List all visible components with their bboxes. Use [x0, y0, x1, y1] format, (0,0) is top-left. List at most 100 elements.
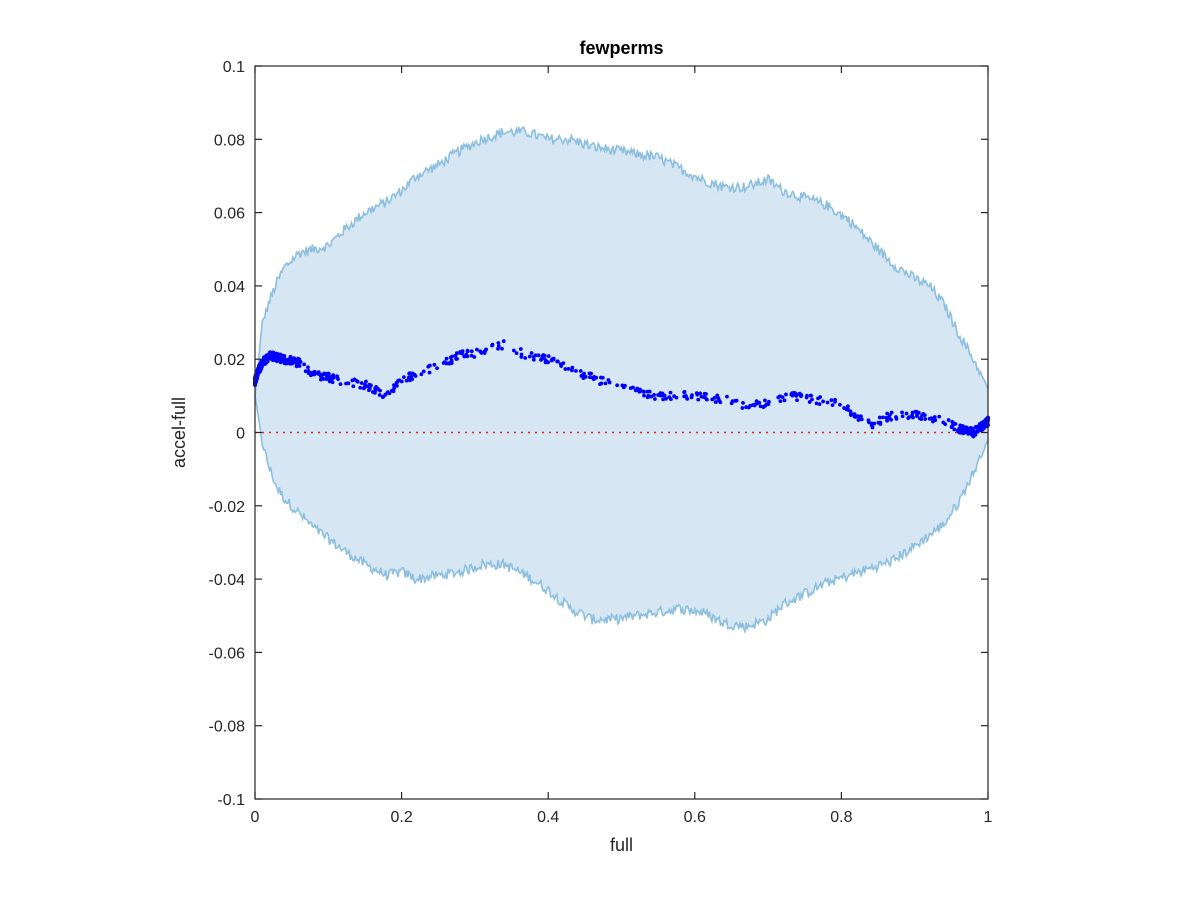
- data-point: [432, 362, 437, 367]
- data-point: [645, 395, 650, 400]
- data-point: [511, 348, 516, 353]
- data-point: [335, 374, 340, 379]
- data-point: [741, 401, 745, 405]
- data-point: [555, 359, 560, 364]
- data-point: [531, 354, 536, 359]
- data-point: [563, 367, 568, 371]
- data-point: [419, 372, 424, 377]
- data-point: [704, 397, 709, 402]
- data-point: [447, 361, 452, 366]
- data-point: [297, 357, 302, 362]
- data-point: [725, 394, 729, 399]
- data-point: [373, 388, 378, 393]
- data-point: [427, 363, 432, 368]
- data-point: [306, 365, 310, 370]
- data-point: [829, 398, 834, 403]
- data-point: [791, 392, 796, 397]
- data-point: [704, 392, 708, 396]
- data-point: [363, 382, 367, 387]
- data-point: [734, 398, 739, 403]
- data-point: [588, 375, 592, 380]
- data-point: [652, 393, 656, 397]
- data-point: [352, 377, 357, 382]
- data-point: [744, 405, 749, 410]
- data-point: [932, 415, 937, 419]
- data-point: [718, 400, 723, 405]
- data-point: [696, 397, 701, 402]
- data-point: [885, 418, 889, 423]
- y-tick-label: 0.08: [214, 132, 245, 149]
- data-point: [838, 402, 842, 407]
- data-point: [672, 394, 676, 398]
- data-point: [413, 374, 418, 378]
- data-point: [574, 368, 578, 373]
- chart-title: fewperms: [579, 38, 663, 58]
- data-point: [799, 394, 803, 399]
- data-point: [923, 417, 928, 421]
- data-point: [620, 383, 625, 388]
- data-point: [539, 357, 544, 362]
- data-point: [280, 359, 285, 364]
- data-point: [809, 393, 813, 398]
- data-point: [730, 399, 735, 404]
- data-point: [303, 369, 308, 374]
- data-point: [490, 342, 495, 347]
- data-point: [395, 384, 399, 388]
- data-point: [327, 379, 332, 384]
- data-point: [953, 422, 958, 426]
- data-point: [273, 355, 278, 360]
- data-point: [329, 375, 334, 380]
- data-point: [442, 360, 447, 365]
- data-point: [566, 366, 571, 371]
- data-point: [409, 374, 414, 379]
- y-axis-label: accel-full: [169, 397, 189, 468]
- data-point: [906, 416, 911, 420]
- data-point: [958, 423, 963, 428]
- data-point: [361, 386, 366, 391]
- data-point: [399, 379, 404, 384]
- data-point: [465, 354, 470, 359]
- data-point: [915, 411, 920, 416]
- data-point: [321, 377, 326, 381]
- data-point: [818, 395, 823, 399]
- data-point: [637, 389, 642, 394]
- band-upper-edge: [254, 125, 989, 396]
- data-point: [795, 398, 799, 403]
- data-point: [500, 346, 504, 351]
- data-point: [689, 394, 694, 399]
- data-point: [922, 413, 927, 418]
- data-point: [889, 410, 894, 415]
- data-point: [551, 356, 556, 361]
- data-point: [695, 392, 700, 397]
- data-point: [649, 394, 654, 399]
- x-tick-label: 0.2: [390, 809, 412, 826]
- data-point: [859, 417, 864, 422]
- data-point: [776, 395, 781, 400]
- data-point: [967, 429, 972, 434]
- data-point: [472, 355, 477, 359]
- data-point: [454, 351, 459, 356]
- data-point: [952, 427, 957, 432]
- data-point: [767, 399, 771, 404]
- data-point: [288, 354, 293, 359]
- data-point: [518, 347, 523, 351]
- data-point: [653, 397, 657, 401]
- band-fill-area: [255, 127, 988, 632]
- data-point: [284, 361, 289, 366]
- data-point: [778, 399, 783, 404]
- data-point: [963, 427, 968, 432]
- data-point: [833, 400, 837, 404]
- band-lower-edge: [254, 395, 989, 635]
- y-tick-label: 0.1: [223, 59, 245, 76]
- data-point: [309, 371, 314, 376]
- data-point: [970, 432, 974, 437]
- data-point: [713, 400, 718, 404]
- data-point: [364, 379, 368, 384]
- data-point: [583, 374, 588, 379]
- data-point: [867, 420, 871, 425]
- data-point: [658, 391, 663, 396]
- data-point: [421, 369, 426, 374]
- data-point: [392, 386, 397, 391]
- data-point: [475, 347, 479, 352]
- data-point: [330, 380, 335, 385]
